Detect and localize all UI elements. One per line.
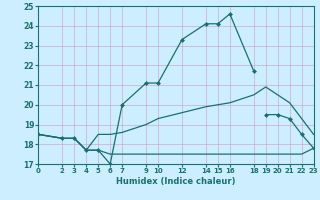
X-axis label: Humidex (Indice chaleur): Humidex (Indice chaleur) [116,177,236,186]
